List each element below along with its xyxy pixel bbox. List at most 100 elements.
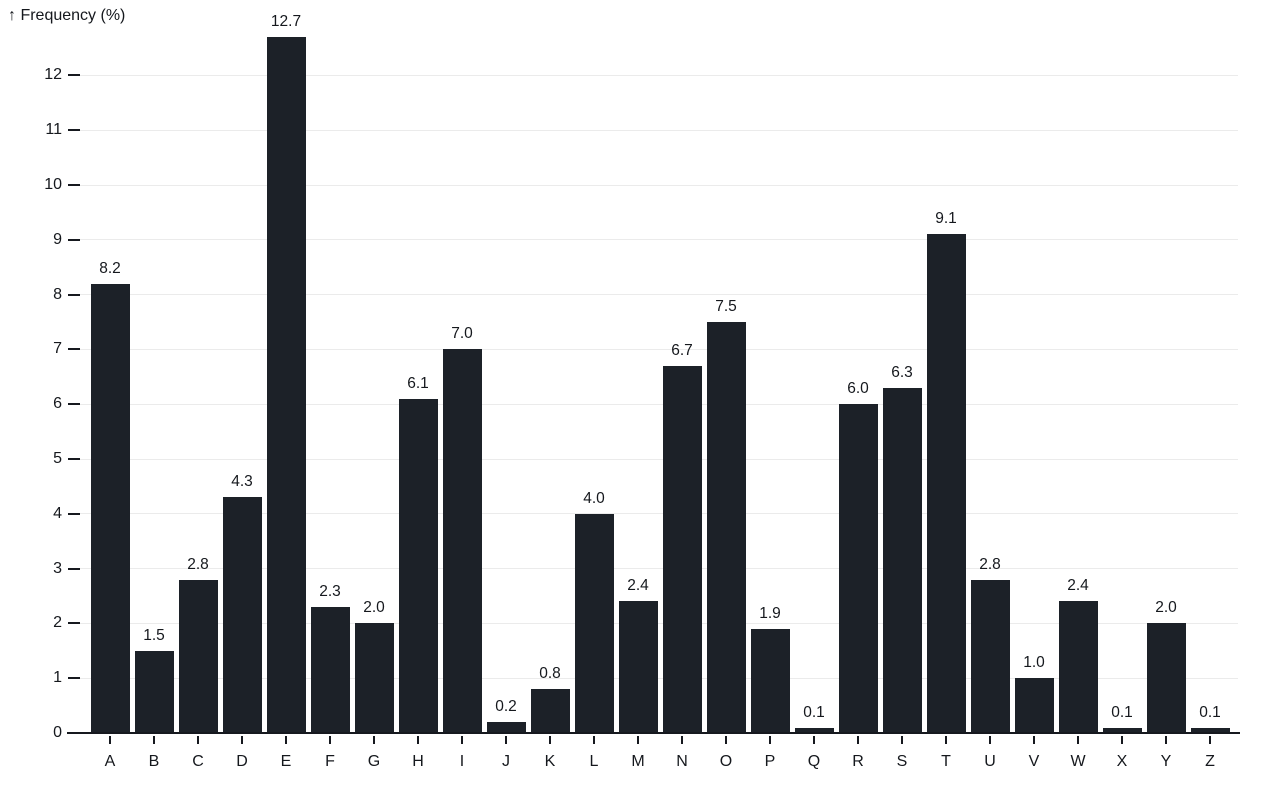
- x-tick-label-F: F: [325, 753, 335, 770]
- bar-value-label: 2.3: [319, 582, 341, 600]
- x-tick-label-K: K: [544, 753, 556, 770]
- x-tick-label-Q: Q: [807, 753, 821, 770]
- x-tick-label-P: P: [764, 753, 776, 770]
- bar-I: [442, 349, 482, 733]
- y-gridline: [80, 568, 1238, 570]
- bar-value-label: 1.9: [759, 604, 781, 622]
- bar-value-label: 2.8: [187, 555, 209, 573]
- x-tick-label-Z: Z: [1205, 753, 1215, 770]
- bar-value-label: 0.2: [495, 698, 517, 716]
- bar-value-label: 0.1: [1199, 703, 1221, 721]
- bar-R: [838, 404, 878, 733]
- x-tick-label-R: R: [852, 753, 864, 770]
- bar-Z: [1190, 727, 1230, 733]
- y-tick-mark: [68, 74, 80, 77]
- y-tick-label: 4: [53, 504, 62, 522]
- y-tick-mark: [68, 293, 80, 296]
- bar-value-label: 7.5: [715, 298, 737, 315]
- x-tick-mark: [637, 736, 639, 744]
- x-tick-label-A: A: [104, 753, 116, 770]
- bar-value-label: 1.5: [143, 626, 165, 644]
- x-tick-label-G: G: [367, 753, 381, 770]
- bar-value-label: 2.0: [363, 599, 385, 617]
- y-tick-mark: [68, 184, 80, 186]
- y-tick-mark: [68, 129, 80, 132]
- bar-E: [266, 37, 306, 733]
- x-tick-mark: [153, 736, 155, 744]
- y-gridline: [80, 184, 1238, 186]
- bar-value-label: 6.1: [407, 374, 429, 392]
- bar-value-label: 6.7: [671, 341, 693, 359]
- bar-W: [1058, 601, 1098, 733]
- bar-X: [1102, 727, 1142, 733]
- x-tick-label-L: L: [589, 753, 599, 770]
- y-tick-label: 9: [53, 230, 62, 248]
- x-tick-label-C: C: [192, 753, 204, 770]
- x-tick-mark: [549, 736, 551, 744]
- x-tick-label-Y: Y: [1160, 753, 1172, 770]
- x-tick-mark: [1121, 736, 1123, 744]
- x-tick-mark: [769, 736, 771, 744]
- x-tick-label-W: W: [1070, 753, 1086, 770]
- y-tick-mark: [68, 238, 80, 241]
- bar-A: [90, 283, 130, 733]
- x-tick-label-T: T: [941, 753, 951, 770]
- x-tick-label-M: M: [631, 753, 645, 770]
- bar-value-label: 7.0: [451, 325, 473, 343]
- bar-F: [310, 606, 350, 733]
- y-gridline: [80, 403, 1238, 405]
- y-tick-label: 5: [53, 450, 62, 467]
- bar-T: [926, 234, 966, 733]
- bar-value-label: 0.8: [539, 665, 561, 683]
- bar-B: [134, 650, 174, 733]
- y-gridline: [80, 677, 1238, 679]
- bar-V: [1014, 678, 1054, 733]
- y-gridline: [80, 239, 1238, 241]
- y-gridline: [80, 348, 1238, 350]
- y-tick-label: 12: [44, 66, 62, 84]
- x-tick-label-S: S: [896, 753, 908, 770]
- x-tick-label-I: I: [459, 753, 465, 770]
- x-tick-label-E: E: [280, 753, 292, 770]
- bar-value-label: 6.0: [847, 380, 869, 398]
- bar-value-label: 9.1: [935, 210, 957, 228]
- y-gridline: [80, 622, 1238, 624]
- y-tick-mark: [68, 403, 80, 406]
- bar-D: [222, 497, 262, 733]
- y-gridline: [80, 294, 1238, 296]
- bar-Y: [1146, 623, 1186, 733]
- bar-N: [662, 365, 702, 733]
- x-tick-mark: [901, 736, 903, 744]
- bar-value-label: 2.0: [1155, 599, 1177, 617]
- x-tick-mark: [989, 736, 991, 744]
- x-tick-mark: [241, 736, 243, 744]
- y-gridline: [80, 513, 1238, 515]
- x-tick-label-N: N: [676, 753, 688, 770]
- bar-value-label: 2.4: [627, 577, 649, 595]
- x-tick-label-D: D: [236, 753, 248, 770]
- bar-O: [706, 322, 746, 733]
- y-tick-label: 8: [53, 285, 62, 303]
- bar-value-label: 8.2: [99, 259, 121, 277]
- x-tick-mark: [1077, 736, 1079, 744]
- bar-Q: [794, 727, 834, 733]
- x-tick-mark: [857, 736, 859, 744]
- bar-value-label: 0.1: [803, 703, 825, 721]
- x-tick-mark: [329, 736, 331, 744]
- x-tick-mark: [505, 736, 507, 744]
- y-tick-label: 6: [53, 395, 62, 413]
- bar-J: [486, 722, 526, 733]
- bar-S: [882, 387, 922, 733]
- bar-value-label: 0.1: [1111, 703, 1133, 721]
- x-tick-mark: [813, 736, 815, 744]
- y-tick-label: 0: [53, 724, 62, 741]
- x-tick-mark: [197, 736, 199, 744]
- y-tick-label: 7: [53, 340, 62, 358]
- y-tick-label: 10: [44, 176, 62, 193]
- y-tick-mark: [68, 567, 80, 570]
- y-gridline: [80, 74, 1238, 76]
- bar-value-label: 4.3: [231, 473, 253, 491]
- y-tick-mark: [68, 677, 80, 680]
- bar-value-label: 6.3: [891, 363, 913, 381]
